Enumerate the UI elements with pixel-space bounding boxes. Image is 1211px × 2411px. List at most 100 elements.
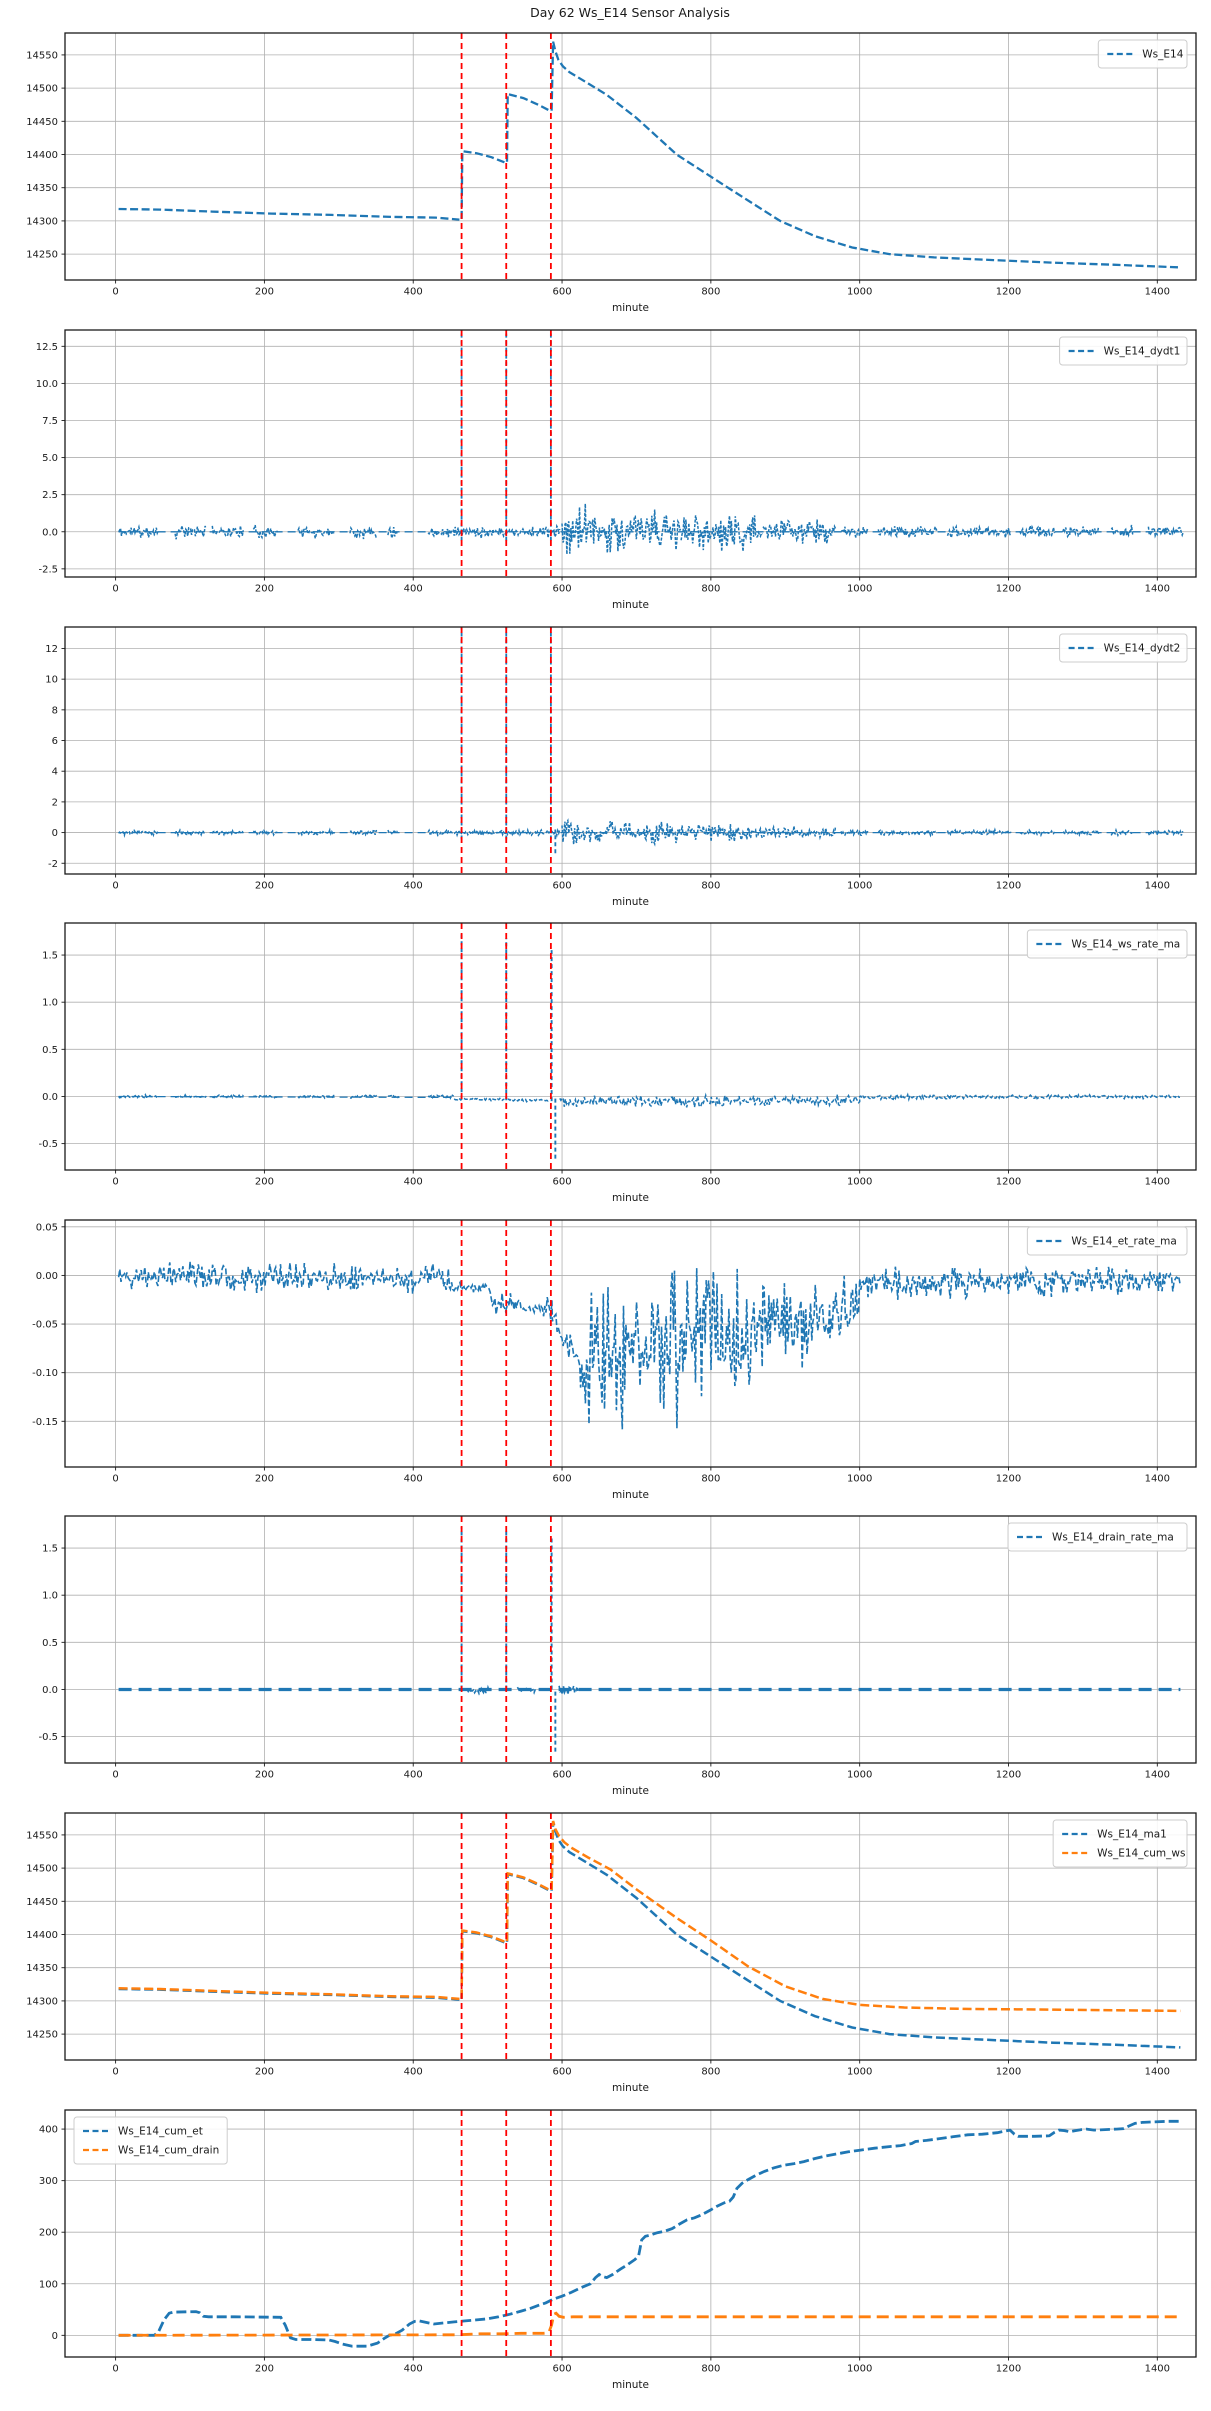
y-tick-label: 14250 [26,250,58,261]
y-tick-label: 0.0 [42,527,58,538]
y-tick-label: 14550 [26,50,58,61]
y-tick-label: -0.5 [38,1732,58,1743]
y-tick-label: 14250 [26,2030,58,2041]
x-tick-label: 800 [701,1770,720,1781]
series-Ws_E14_dydt2 [561,818,592,845]
x-tick-label: 200 [255,2067,274,2078]
x-tick-label: 1200 [996,1770,1021,1781]
x-tick-label: 1000 [847,881,872,892]
series-Ws_E14_dydt2 [762,824,837,841]
x-tick-label: 1000 [847,584,872,595]
y-tick-label: 12.5 [36,342,58,353]
x-tick-label: 1400 [1145,1177,1170,1188]
y-tick-label: 14500 [26,1864,58,1875]
series-Ws_E14_dydt2 [211,828,244,837]
x-axis-label: minute [612,1489,649,1501]
x-tick-label: 0 [112,1474,118,1485]
x-tick-label: 0 [112,1770,118,1781]
legend: Ws_E14_et_rate_ma [1026,1226,1188,1256]
series-Ws_E14 [460,149,506,219]
x-tick-label: 1200 [996,2067,1021,2078]
grid [65,330,1196,577]
y-tick-label: 14450 [26,1897,58,1908]
y-tick-label: -0.15 [32,1417,58,1428]
series-group [118,41,1181,269]
y-tick-label: 1.5 [42,951,58,962]
series-group [118,934,1181,1159]
series-Ws_E14_dydt1 [561,503,592,555]
series-Ws_E14_dydt2 [680,824,764,843]
legend-label: Ws_E14_et_rate_ma [1071,1236,1176,1248]
legend: Ws_E14_dydt1 [1059,336,1188,366]
series-Ws_E14_cum_drain [118,2311,1181,2337]
legend: Ws_E14_drain_rate_ma [1007,1522,1188,1552]
y-tick-label: 100 [39,2279,58,2290]
y-tick-label: 0.0 [42,1685,58,1696]
series-Ws_E14_dydt2 [252,829,278,837]
legend-label: Ws_E14_ws_rate_ma [1071,939,1180,951]
x-tick-label: 200 [255,1770,274,1781]
series-group [118,330,1184,555]
series-pre-noise [349,1093,378,1099]
x-tick-label: 400 [404,1770,423,1781]
series-Ws_E14_dydt1 [211,525,245,539]
y-tick-label: 14400 [26,150,58,161]
axes-spines [64,626,1197,875]
series-drain-wiggles [516,1686,537,1695]
x-tick-label: 800 [701,1177,720,1188]
subplot-ws_e14_cum_et_cum_drain: 0 200 400 600 800 1000 1200 1400 0 100 200 300 400 mi… [39,2109,1197,2391]
x-axis-label: minute [612,896,649,908]
series-group [118,1820,1181,2049]
x-tick-label: 1000 [847,1177,872,1188]
x-tick-label: 1000 [847,287,872,298]
series-Ws_E14_dydt1 [118,524,159,538]
series-Ws_E14_dydt1 [840,526,869,538]
series-Ws_E14_dydt2 [877,829,938,838]
x-tick-label: 600 [552,2067,571,2078]
y-tick-label: 0.5 [42,1638,58,1649]
legend-box [1059,336,1188,366]
y-tick-label: -0.05 [32,1320,58,1331]
y-tick-label: 1.0 [42,998,58,1009]
series-pre-noise [175,1093,207,1099]
series-pre-noise [297,1094,335,1100]
series-pre-noise [453,1096,505,1103]
x-tick-label: 1200 [996,287,1021,298]
series-Ws_E14_dydt1 [349,525,378,540]
event-vlines [460,627,552,874]
x-tick-label: 600 [552,1770,571,1781]
subplots-group: 0 200 400 600 800 1000 1200 1400142501430014350… [26,32,1197,2391]
x-axis-label: minute [612,1192,649,1204]
series-Ws_E14_dydt1 [174,525,207,540]
series-Ws_E14_dydt2 [427,827,561,838]
y-tick-label: 14450 [26,117,58,128]
x-tick-label: 1400 [1145,1770,1170,1781]
x-tick-label: 1200 [996,584,1021,595]
y-tick-label: -0.10 [32,1368,58,1379]
x-tick-label: 200 [255,881,274,892]
figure-title: Day 62 Ws_E14 Sensor Analysis [530,5,730,20]
event-vlines [460,923,552,1170]
y-tick-label: 0.5 [42,1045,58,1056]
x-tick-label: 1000 [847,2067,872,2078]
x-tick-label: 800 [701,2067,720,2078]
x-tick-label: 400 [404,584,423,595]
legend-box [1097,39,1188,69]
subplot-ws_e14_dydt1: 0 200 400 600 800 1000 1200 1400 -2.5 0.0 2.5 5.0 7.… [36,329,1197,611]
legend-label: Ws_E14_cum_ws [1097,1848,1185,1860]
grid [65,33,1196,280]
y-tick-label: 6 [52,736,58,747]
grid [65,1516,1196,1763]
grid [65,2110,1196,2357]
legend-label: Ws_E14_cum_drain [118,2145,219,2157]
event-vlines [460,1516,552,1763]
y-tick-label: 14300 [26,1996,58,2007]
axes-spines [64,1219,1197,1468]
series-pre-noise [427,1092,454,1100]
series-Ws_E14 [505,92,552,162]
series-Ws_E14_et_rate_ma [117,1261,1181,1430]
series-Ws_E14_dydt1 [680,515,763,552]
y-tick-label: 0.0 [42,1092,58,1103]
series-Ws_E14_dydt2 [349,829,378,837]
